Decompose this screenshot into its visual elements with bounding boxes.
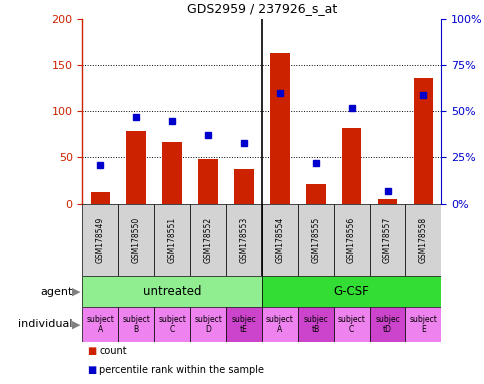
Bar (82, 307, 118, 342)
Bar (261, 307, 297, 342)
Text: GSM178549: GSM178549 (96, 217, 105, 263)
Text: subject
C: subject C (158, 315, 186, 334)
Bar (261, 204, 297, 276)
Bar (297, 307, 333, 342)
Text: G-CSF: G-CSF (333, 285, 369, 298)
Bar (405, 204, 440, 276)
Bar (118, 204, 154, 276)
Text: subject
A: subject A (265, 315, 293, 334)
Bar (190, 307, 226, 342)
Text: subjec
tD: subjec tD (374, 315, 399, 334)
Text: GSM178553: GSM178553 (239, 217, 248, 263)
Bar (413, 78, 432, 204)
Bar (91, 192, 110, 204)
Text: subjec
tB: subjec tB (302, 315, 328, 334)
Text: GSM178556: GSM178556 (347, 217, 355, 263)
Text: subject
C: subject C (337, 315, 365, 334)
Bar (126, 131, 146, 204)
Text: GSM178551: GSM178551 (167, 217, 176, 263)
Text: GSM178557: GSM178557 (382, 217, 391, 263)
Bar (270, 53, 289, 204)
Text: GSM178558: GSM178558 (418, 217, 427, 263)
Text: ▶: ▶ (71, 319, 80, 329)
Bar (261, 276, 440, 307)
Bar (190, 204, 226, 276)
Bar (405, 307, 440, 342)
Text: subject
A: subject A (86, 315, 114, 334)
Bar (226, 307, 261, 342)
Bar (377, 199, 396, 204)
Text: ▶: ▶ (71, 287, 80, 297)
Bar (82, 276, 261, 307)
Text: GSM178550: GSM178550 (132, 217, 140, 263)
Bar (154, 307, 190, 342)
Text: subjec
tE: subjec tE (231, 315, 256, 334)
Text: subject
B: subject B (122, 315, 150, 334)
Text: count: count (99, 346, 127, 356)
Bar (226, 204, 261, 276)
Bar (369, 307, 405, 342)
Bar (198, 159, 217, 204)
Bar (297, 204, 333, 276)
Text: percentile rank within the sample: percentile rank within the sample (99, 365, 264, 375)
Bar (305, 184, 325, 204)
Bar (118, 307, 154, 342)
Text: agent: agent (40, 287, 73, 297)
Bar (82, 204, 118, 276)
Bar (333, 204, 369, 276)
Bar (234, 169, 253, 204)
Text: GSM178554: GSM178554 (275, 217, 284, 263)
Text: subject
D: subject D (194, 315, 222, 334)
Bar (162, 142, 182, 204)
Text: GSM178552: GSM178552 (203, 217, 212, 263)
Bar (333, 307, 369, 342)
Text: GSM178555: GSM178555 (311, 217, 319, 263)
Bar (154, 204, 190, 276)
Title: GDS2959 / 237926_s_at: GDS2959 / 237926_s_at (186, 2, 336, 15)
Text: untreated: untreated (143, 285, 201, 298)
Bar (341, 128, 361, 204)
Text: ■: ■ (87, 346, 96, 356)
Bar (369, 204, 405, 276)
Text: subject
E: subject E (408, 315, 437, 334)
Text: ■: ■ (87, 365, 96, 375)
Text: individual: individual (18, 319, 73, 329)
